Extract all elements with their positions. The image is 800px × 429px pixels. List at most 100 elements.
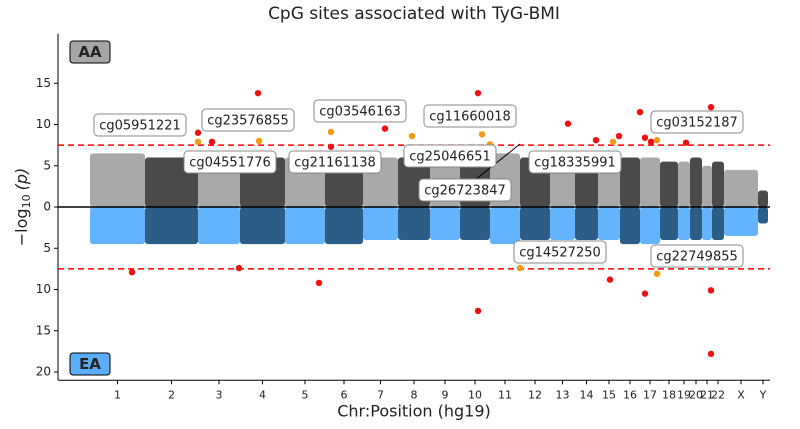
x-tick-label: 6: [341, 388, 348, 401]
aa-cloud: [620, 157, 640, 207]
y-tick-label: 5: [43, 241, 51, 255]
ea-cloud: [145, 207, 198, 245]
y-title-sub: 10: [20, 194, 33, 208]
cpg-point: [128, 268, 136, 276]
cpg-point: [208, 138, 216, 146]
y-tick-label: 5: [43, 158, 51, 172]
callout-label: cg22749855: [656, 250, 738, 265]
ea-cloud: [660, 207, 678, 240]
callout-label: cg21161138: [294, 156, 376, 171]
callout-box: [528, 150, 622, 174]
cpg-point: [615, 132, 623, 140]
x-tick-label: X: [737, 388, 745, 401]
x-tick-label: 12: [528, 388, 542, 401]
cpg-point: [381, 125, 389, 132]
cpg-point: [315, 279, 323, 287]
cpg-point: [606, 276, 614, 283]
aa-cloud: [550, 165, 575, 207]
cpg-point: [641, 134, 649, 141]
y-tick-label: 15: [36, 76, 51, 90]
callout-box: [201, 108, 295, 132]
x-tick-label: 3: [216, 388, 223, 401]
ea-cloud: [598, 207, 620, 240]
aa-cloud: [660, 161, 678, 207]
aa-cloud: [640, 157, 660, 207]
callout-box: [313, 99, 407, 123]
ea-cloud: [712, 207, 724, 240]
cpg-point: [636, 108, 644, 116]
x-tick-label: 9: [442, 388, 449, 401]
aa-cloud: [678, 161, 690, 207]
callout-label: cg25046651: [409, 150, 491, 165]
callout-label: cg03546163: [319, 105, 401, 120]
callout-label: cg11660018: [429, 110, 511, 125]
ea-cloud: [758, 207, 768, 224]
panel-label-box: [69, 40, 111, 64]
callout-box: [418, 178, 512, 202]
cpg-point: [707, 350, 715, 358]
ea-cloud: [520, 207, 550, 240]
ea-cloud: [363, 207, 398, 240]
x-tick-label: 15: [602, 388, 616, 401]
panel-label: EA: [79, 355, 101, 373]
y-tick-label: 15: [36, 323, 51, 337]
y-axis-title: −log10 (p): [12, 168, 34, 246]
x-tick-label: Y: [759, 388, 767, 401]
aa-cloud: [690, 157, 702, 207]
chart-title: CpG sites associated with TyG-BMI: [268, 4, 560, 24]
x-tick-label: 18: [662, 388, 676, 401]
cpg-point: [707, 287, 715, 294]
aa-cloud: [712, 161, 724, 207]
callout-label: cg14527250: [519, 246, 601, 261]
y-tick-label: 10: [36, 282, 51, 296]
callout-box: [183, 150, 277, 174]
callout-label: cg05951221: [99, 119, 181, 134]
ea-cloud: [430, 207, 460, 240]
cpg-point: [707, 103, 715, 111]
ea-cloud: [325, 207, 363, 245]
callout-box: [288, 150, 382, 174]
x-tick-label: 22: [711, 388, 725, 401]
ea-cloud: [90, 207, 145, 245]
cpg-point: [647, 138, 655, 146]
y-title-main: −log: [12, 208, 31, 246]
ea-cloud: [285, 207, 325, 245]
x-tick-label: 8: [411, 388, 418, 401]
x-tick-label: 1: [114, 388, 121, 401]
cpg-point: [592, 136, 600, 144]
cpg-point: [474, 307, 482, 315]
x-tick-label: 7: [377, 388, 384, 401]
ea-cloud: [678, 207, 690, 240]
callout-box: [93, 113, 187, 137]
aa-cloud: [724, 169, 758, 207]
x-tick-label: 11: [498, 388, 512, 401]
y-title-rest: (p): [12, 168, 31, 191]
cpg-point: [609, 138, 617, 146]
aa-cloud: [702, 165, 712, 207]
callout-label: cg04551776: [189, 156, 271, 171]
x-tick-label: 2: [168, 388, 175, 401]
cpg-point: [653, 136, 661, 144]
cpg-point: [194, 129, 202, 136]
ea-cloud: [690, 207, 702, 240]
ea-cloud: [620, 207, 640, 245]
x-tick-label: 17: [643, 388, 657, 401]
cpg-point: [235, 264, 243, 272]
x-axis-title: Chr:Position (hg19): [337, 402, 491, 421]
y-tick-label: 10: [36, 117, 51, 131]
ea-cloud: [575, 207, 598, 240]
x-tick-label: 4: [259, 388, 266, 401]
cpg-point: [408, 132, 416, 140]
callout-box: [650, 244, 744, 268]
cpg-point: [516, 264, 524, 272]
x-tick-label: 14: [580, 388, 594, 401]
panel-label-box: [69, 352, 111, 376]
callout-label: cg23576855: [207, 114, 289, 129]
x-tick-label: 5: [302, 388, 309, 401]
callout-box: [650, 110, 744, 134]
cpg-point: [564, 120, 572, 127]
cpg-point: [254, 89, 262, 97]
aa-cloud: [758, 190, 768, 207]
ea-cloud: [490, 207, 520, 245]
